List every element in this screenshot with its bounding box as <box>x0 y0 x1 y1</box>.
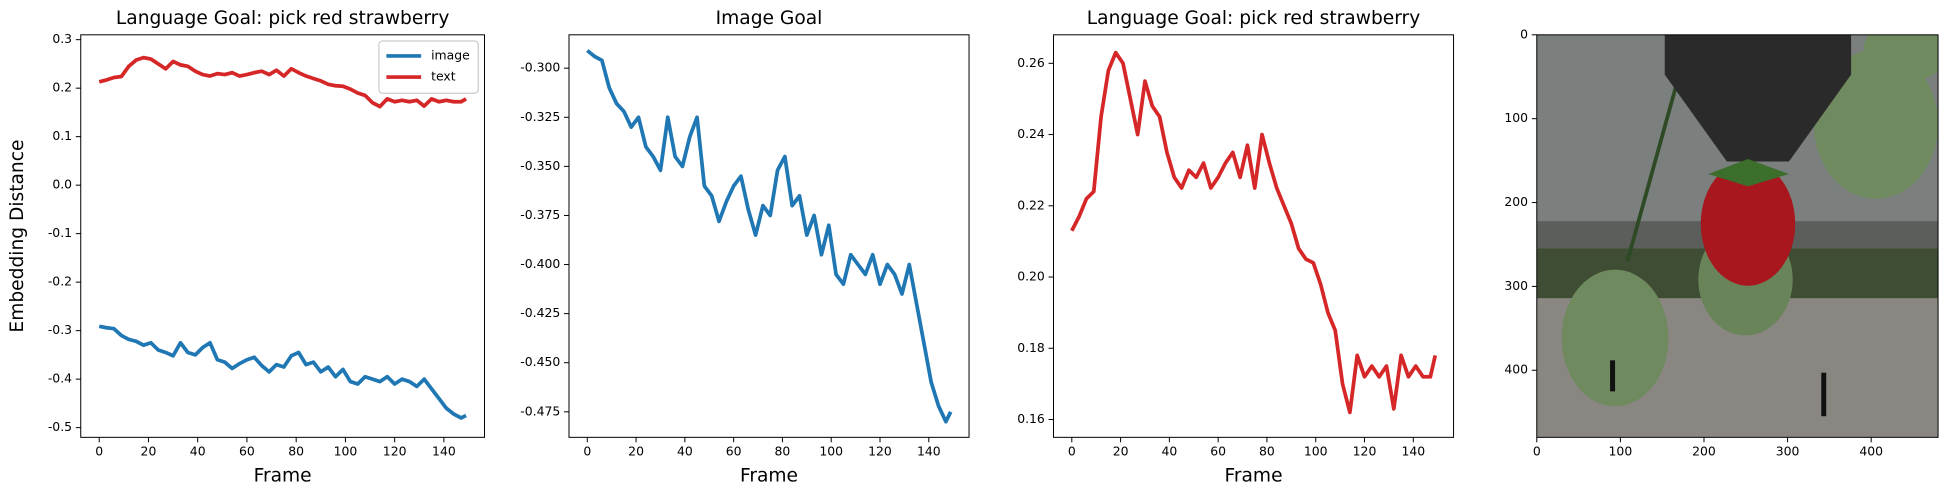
y-tick-label: -0.5 <box>48 419 72 434</box>
x-tick-label: 120 <box>868 444 892 459</box>
y-tick-label: -0.3 <box>48 322 72 337</box>
chart-title: Language Goal: pick red strawberry <box>1087 8 1420 29</box>
x-tick-label: 20 <box>628 444 644 459</box>
y-tick-label: -0.375 <box>520 207 560 222</box>
y-tick-label: -0.425 <box>520 305 560 320</box>
legend-label: text <box>431 69 456 84</box>
x-tick-label: 60 <box>1210 444 1226 459</box>
y-tick-label: -0.475 <box>520 403 560 418</box>
calyx <box>1708 159 1789 187</box>
x-tick-label: 0 <box>1068 444 1076 459</box>
y-tick-label: 0.24 <box>1017 126 1045 141</box>
x-tick-label: 140 <box>917 444 941 459</box>
x-tick-label: 100 <box>819 444 843 459</box>
chart-title: Language Goal: pick red strawberry <box>116 8 449 29</box>
x-tick-label: 200 <box>1692 444 1716 459</box>
y-tick-label: -0.450 <box>520 354 560 369</box>
strawberry-green <box>1863 34 1939 81</box>
x-tick-label: 20 <box>141 444 157 459</box>
y-tick-label: -0.4 <box>48 371 72 386</box>
y-tick-label: 0.0 <box>52 177 72 192</box>
strawberry-green <box>1561 269 1669 407</box>
axes-frame <box>568 34 970 438</box>
axes-frame <box>1053 34 1455 438</box>
x-tick-label: 100 <box>1304 444 1328 459</box>
x-tick-label: 120 <box>383 444 407 459</box>
y-tick-label: -0.300 <box>520 60 560 75</box>
strawberry-green <box>1813 49 1939 199</box>
x-tick-label: 0 <box>583 444 591 459</box>
y-tick-label: 0.26 <box>1017 55 1045 70</box>
line <box>98 55 468 109</box>
y-tick-label: 100 <box>1504 110 1528 125</box>
x-tick-label: 80 <box>288 444 304 459</box>
x-tick-label: 0 <box>1533 444 1541 459</box>
y-tick-label: 0.20 <box>1017 269 1045 284</box>
y-tick-label: 0.22 <box>1017 197 1045 212</box>
x-axis-label: Frame <box>254 465 312 486</box>
line <box>1070 50 1438 415</box>
y-tick-label: -0.1 <box>48 225 72 240</box>
y-tick-label: 400 <box>1504 362 1528 377</box>
strawberry-red <box>1700 161 1796 286</box>
x-tick-label: 100 <box>334 444 358 459</box>
x-tick-label: 140 <box>1401 444 1425 459</box>
x-tick-label: 60 <box>239 444 255 459</box>
y-tick-label: 0.16 <box>1017 411 1045 426</box>
y-tick-label: 200 <box>1504 194 1528 209</box>
x-tick-label: 400 <box>1859 444 1883 459</box>
gripper <box>1664 34 1852 162</box>
x-tick-label: 80 <box>1259 444 1275 459</box>
y-tick-label: -0.350 <box>520 158 560 173</box>
legend-label: image <box>431 47 470 62</box>
y-tick-label: 0 <box>1520 26 1528 41</box>
bollard <box>1610 360 1616 392</box>
axes-frame <box>80 34 486 438</box>
x-tick-label: 0 <box>95 444 103 459</box>
y-tick-label: -0.2 <box>48 274 72 289</box>
line <box>98 324 467 420</box>
x-tick-label: 100 <box>1609 444 1633 459</box>
x-tick-label: 60 <box>726 444 742 459</box>
y-tick-label: 0.1 <box>52 128 72 143</box>
bollard <box>1821 372 1827 417</box>
x-axis-label: Frame <box>1225 465 1283 486</box>
x-tick-label: 40 <box>1161 444 1177 459</box>
chart-title: Image Goal <box>716 8 823 29</box>
x-tick-label: 40 <box>677 444 693 459</box>
x-tick-label: 40 <box>190 444 206 459</box>
y-tick-label: 0.18 <box>1017 340 1045 355</box>
axes-frame <box>1536 34 1939 438</box>
x-tick-label: 140 <box>432 444 456 459</box>
photo <box>1536 34 1939 438</box>
y-tick-label: 0.2 <box>52 80 72 95</box>
y-tick-label: 0.3 <box>52 31 72 46</box>
line <box>586 49 953 424</box>
x-axis-label: Frame <box>740 465 798 486</box>
y-axis-label: Embedding Distance <box>7 140 28 333</box>
y-tick-label: -0.325 <box>520 109 560 124</box>
x-tick-label: 20 <box>1113 444 1129 459</box>
y-tick-label: 300 <box>1504 278 1528 293</box>
x-tick-label: 120 <box>1353 444 1377 459</box>
y-tick-label: -0.400 <box>520 256 560 271</box>
x-tick-label: 80 <box>775 444 791 459</box>
x-tick-label: 300 <box>1776 444 1800 459</box>
